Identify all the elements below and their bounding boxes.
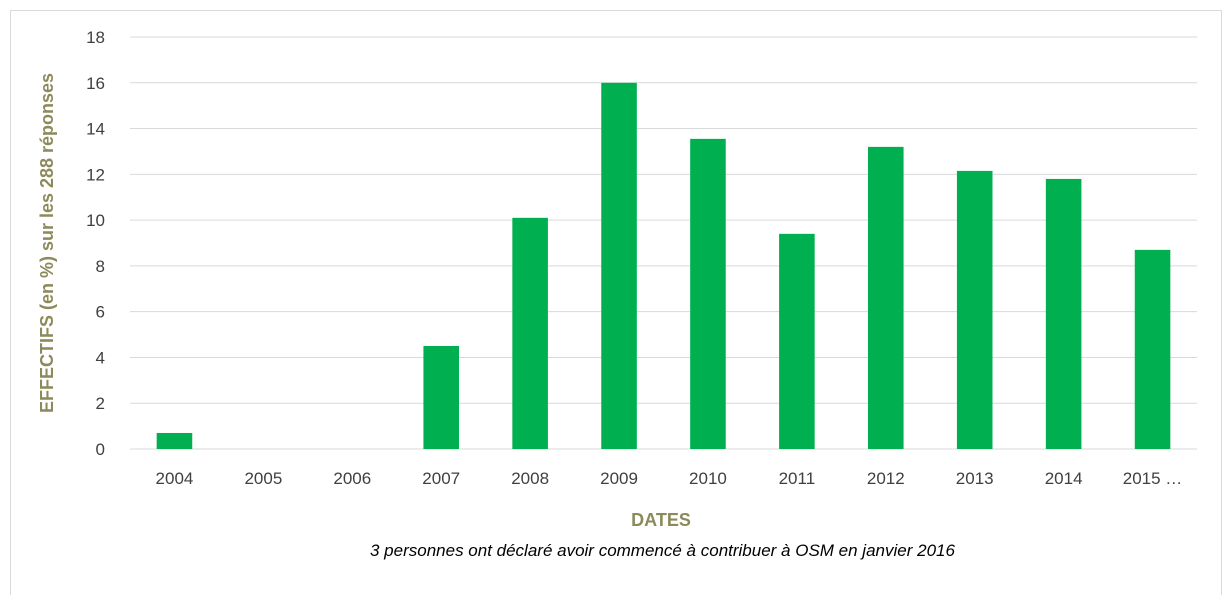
y-axis-ticks: 0 2 4 6 8 10 12 14 16 18 (86, 28, 105, 459)
chart-annotation: 3 personnes ont déclaré avoir commencé à… (370, 541, 955, 560)
bar-2011 (779, 233, 815, 449)
y-tick-label: 6 (96, 303, 105, 322)
bar-2014 (1045, 178, 1082, 449)
bar-2013 (956, 170, 993, 449)
x-axis-ticks: 2004 2005 2006 2007 2008 2009 2010 2011 2012 2013… (156, 469, 1183, 488)
bar-2012 (868, 146, 904, 449)
bar-2007 (423, 346, 459, 449)
y-tick-label: 10 (86, 211, 105, 230)
x-tick-label: 2004 (156, 469, 194, 488)
x-tick-label: 2012 (867, 469, 905, 488)
y-tick-label: 18 (86, 28, 105, 47)
x-axis-label: DATES (631, 510, 691, 530)
bar-2009 (601, 82, 637, 450)
bars (156, 82, 1171, 450)
x-tick-label: 2007 (422, 469, 460, 488)
y-tick-label: 0 (96, 440, 105, 459)
bar-2004 (156, 432, 193, 449)
x-tick-label: 2011 (779, 469, 816, 488)
y-axis-label: EFFECTIFS (en %) sur les 288 réponses (37, 73, 57, 413)
chart-frame (10, 10, 1222, 595)
x-tick-label: 2008 (511, 469, 549, 488)
x-tick-label: 2015 … (1123, 469, 1183, 488)
x-tick-label: 2014 (1045, 469, 1083, 488)
y-tick-label: 16 (86, 74, 105, 93)
y-tick-label: 4 (96, 348, 105, 367)
x-tick-label: 2010 (689, 469, 727, 488)
gridlines (130, 36, 1197, 450)
bar-2015 (1134, 249, 1171, 449)
y-tick-label: 12 (86, 165, 105, 184)
bar-2010 (690, 138, 726, 449)
y-tick-label: 14 (86, 120, 105, 139)
y-tick-label: 2 (96, 394, 105, 413)
x-tick-label: 2009 (600, 469, 638, 488)
x-tick-label: 2006 (333, 469, 371, 488)
y-tick-label: 8 (96, 257, 105, 276)
x-tick-label: 2005 (244, 469, 282, 488)
x-tick-label: 2013 (956, 469, 994, 488)
bar-2008 (512, 217, 548, 449)
